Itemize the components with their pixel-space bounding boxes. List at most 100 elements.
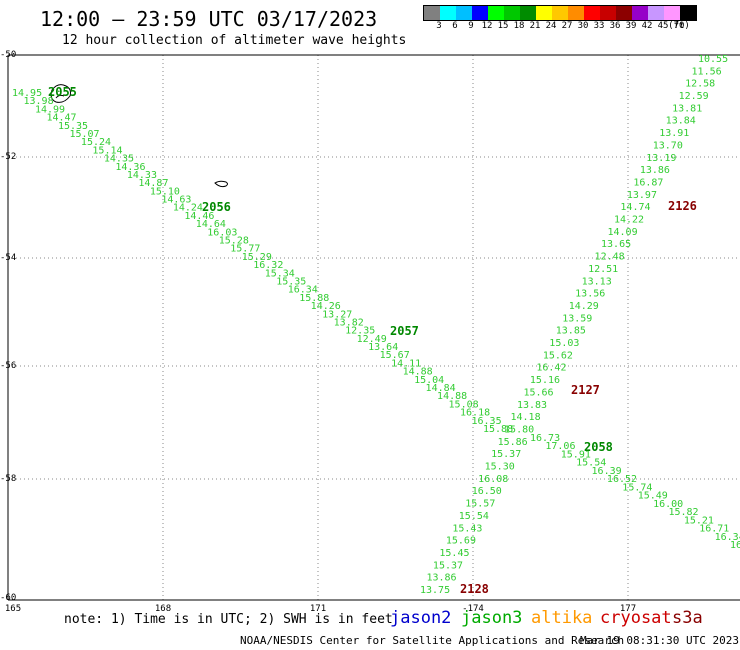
lon-label: 177 xyxy=(619,604,637,614)
legend-tick-label: 30 xyxy=(577,21,589,31)
legend-tick-label: 70 xyxy=(673,21,685,31)
wave-height-value: 16.08 xyxy=(478,474,508,485)
wave-height-value: 13.13 xyxy=(582,276,612,287)
wave-height-value: 15.67 xyxy=(380,350,410,361)
legend-swatch xyxy=(664,6,680,20)
wave-height-value: 12.51 xyxy=(588,264,618,275)
satellite-legend-jason2: jason2 xyxy=(390,608,452,628)
wave-height-value: 16.87 xyxy=(633,177,663,188)
wave-height-value: 14.46 xyxy=(184,211,214,222)
legend-tick-label: 39 xyxy=(625,21,637,31)
legend-tick-label: 6 xyxy=(452,21,458,31)
track-label: 2057 xyxy=(390,324,419,338)
wave-height-value: 15.66 xyxy=(523,387,553,398)
wave-height-value: 14.74 xyxy=(620,202,650,213)
legend-tick-label: (ft) xyxy=(668,21,690,31)
wave-height-value: 15.49 xyxy=(638,491,668,502)
wave-height-value: 12.49 xyxy=(357,334,387,345)
legend-swatch xyxy=(456,6,472,20)
island-outline xyxy=(214,180,228,188)
lat-label: -56 xyxy=(0,361,17,371)
legend-swatch xyxy=(616,6,632,20)
wave-height-value: 15.07 xyxy=(69,129,99,140)
wave-height-value: 14.88 xyxy=(437,391,467,402)
legend-tick-label: 12 xyxy=(481,21,493,31)
wave-height-value: 15.54 xyxy=(576,458,606,469)
lat-label: -58 xyxy=(0,474,17,484)
wave-height-values: 14.9513.9814.9914.4715.3515.0715.2415.14… xyxy=(12,54,740,596)
legend-swatch xyxy=(440,6,456,20)
wave-height-value: 16.18 xyxy=(460,408,490,419)
legend-swatch xyxy=(632,6,648,20)
legend-swatch xyxy=(680,6,696,20)
wave-height-value: 13.75 xyxy=(420,585,450,596)
wave-height-value: 16.34 xyxy=(715,532,740,543)
wave-height-value: 13.19 xyxy=(646,153,676,164)
legend-swatch xyxy=(536,6,552,20)
wave-height-value: 16.33 xyxy=(730,540,740,551)
legend-tick-label: 18 xyxy=(513,21,525,31)
wave-height-value: 13.70 xyxy=(653,140,683,151)
wave-height-value: 13.64 xyxy=(368,342,398,353)
wave-height-value: 13.27 xyxy=(322,309,352,320)
wave-height-value: 15.37 xyxy=(491,449,521,460)
wave-height-value: 16.71 xyxy=(699,524,729,535)
wave-height-value: 16.52 xyxy=(607,474,637,485)
legend-tick-label: 27 xyxy=(561,21,573,31)
wave-height-value: 14.47 xyxy=(46,113,76,124)
wave-height-value: 12.35 xyxy=(345,326,375,337)
island-outline xyxy=(50,84,71,103)
wave-height-value: 13.56 xyxy=(575,289,605,300)
wave-height-value: 15.16 xyxy=(530,375,560,386)
lat-label: -60 xyxy=(0,593,17,603)
wave-height-value: 13.86 xyxy=(640,165,670,176)
lat-label: -54 xyxy=(0,253,17,263)
wave-height-value: 14.18 xyxy=(511,412,541,423)
legend-swatch xyxy=(600,6,616,20)
legend-swatch xyxy=(504,6,520,20)
wave-height-value: 13.83 xyxy=(517,400,547,411)
wave-height-value: 15.91 xyxy=(561,449,591,460)
page-title: 12:00 – 23:59 UTC 03/17/2023 xyxy=(40,7,378,31)
wave-height-value: 15.28 xyxy=(219,236,249,247)
wave-height-value: 13.81 xyxy=(672,103,702,114)
satellite-legend-jason3: jason3 xyxy=(461,608,523,628)
wave-height-value: 14.63 xyxy=(161,195,191,206)
wave-height-value: 15.08 xyxy=(449,399,479,410)
wave-height-value: 14.95 xyxy=(12,88,42,99)
wave-height-value: 15.34 xyxy=(265,268,295,279)
wave-height-value: 13.65 xyxy=(601,239,631,250)
color-legend xyxy=(423,5,697,21)
wave-height-value: 12.48 xyxy=(595,252,625,263)
legend-tick-label: 24 xyxy=(545,21,557,31)
legend-tick-label: 3 xyxy=(436,21,442,31)
wave-height-value: 14.24 xyxy=(173,203,203,214)
wave-height-value: 14.99 xyxy=(35,104,65,115)
satellite-legend-s3a: s3a xyxy=(672,608,703,628)
wave-height-value: 16.42 xyxy=(536,363,566,374)
lat-label: -50 xyxy=(0,50,17,60)
wave-height-value: 13.59 xyxy=(562,313,592,324)
wave-height-value: 13.84 xyxy=(666,116,696,127)
wave-height-value: 13.82 xyxy=(334,317,364,328)
wave-height-value: 15.14 xyxy=(92,145,122,156)
wave-height-value: 15.35 xyxy=(58,121,88,132)
wave-height-value: 14.88 xyxy=(403,367,433,378)
track-label: 2128 xyxy=(460,582,489,596)
page-subtitle: 12 hour collection of altimeter wave hei… xyxy=(62,33,407,48)
note-text: note: 1) Time is in UTC; 2) SWH is in fe… xyxy=(64,612,393,627)
wave-height-value: 15.30 xyxy=(485,462,515,473)
wave-height-value: 15.35 xyxy=(276,276,306,287)
wave-height-value: 15.69 xyxy=(446,536,476,547)
wave-height-value: 13.97 xyxy=(627,190,657,201)
wave-height-value: 13.86 xyxy=(426,573,456,584)
track-label: 2126 xyxy=(668,199,697,213)
lon-label: 165 xyxy=(4,604,22,614)
legend-tick-label: 21 xyxy=(529,21,541,31)
wave-height-value: 15.88 xyxy=(483,424,513,435)
wave-height-value: 10.55 xyxy=(698,54,728,65)
lon-label: 168 xyxy=(154,604,172,614)
wave-height-value: 14.33 xyxy=(127,170,157,181)
wave-height-value: 16.32 xyxy=(253,260,283,271)
wave-height-value: 14.64 xyxy=(196,219,226,230)
